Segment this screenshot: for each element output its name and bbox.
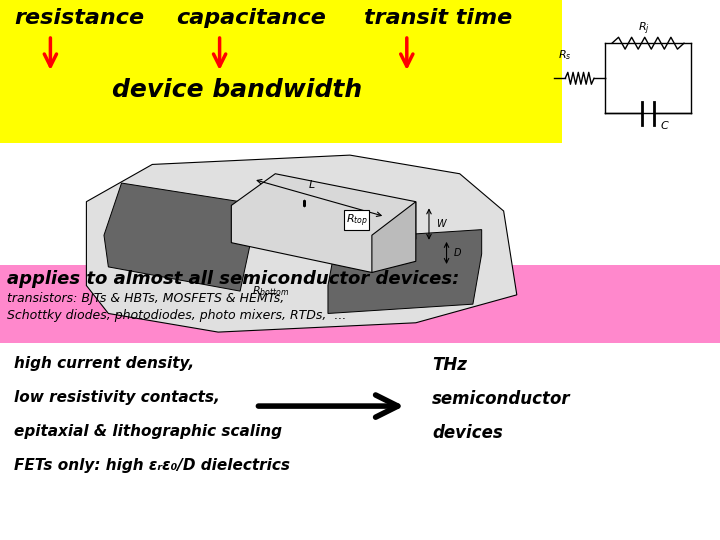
Text: resistance: resistance [14,8,145,28]
Polygon shape [86,155,517,332]
Text: device bandwidth: device bandwidth [112,78,361,102]
Text: transit time: transit time [364,8,512,28]
Text: epitaxial & lithographic scaling: epitaxial & lithographic scaling [14,424,282,440]
Text: L: L [309,180,315,190]
Text: low resistivity contacts,: low resistivity contacts, [14,390,220,406]
Bar [0,265,720,343]
Polygon shape [231,174,416,273]
Bar [0,0,562,143]
Text: applies to almost all semiconductor devices:: applies to almost all semiconductor devi… [7,270,459,288]
Text: THz: THz [432,356,467,374]
Text: D: D [454,248,462,258]
Text: $R_{top}$: $R_{top}$ [346,212,368,228]
Text: devices: devices [432,424,503,442]
Polygon shape [328,230,482,313]
Text: $R_s$: $R_s$ [558,48,572,62]
Text: transistors: BJTs & HBTs, MOSFETS & HEMTs,
Schottky diodes, photodiodes, photo m: transistors: BJTs & HBTs, MOSFETS & HEMT… [7,292,346,322]
Text: high current density,: high current density, [14,356,194,372]
Text: W: W [436,219,446,229]
Text: $R_{bottom}$: $R_{bottom}$ [252,284,289,298]
Polygon shape [372,202,416,273]
Text: $R_j$: $R_j$ [639,21,650,37]
Text: FETs only: high εᵣε₀/D dielectrics: FETs only: high εᵣε₀/D dielectrics [14,458,290,473]
Text: capacitance: capacitance [176,8,326,28]
Text: $C$: $C$ [660,119,670,131]
Polygon shape [104,183,253,291]
Text: semiconductor: semiconductor [432,390,571,408]
